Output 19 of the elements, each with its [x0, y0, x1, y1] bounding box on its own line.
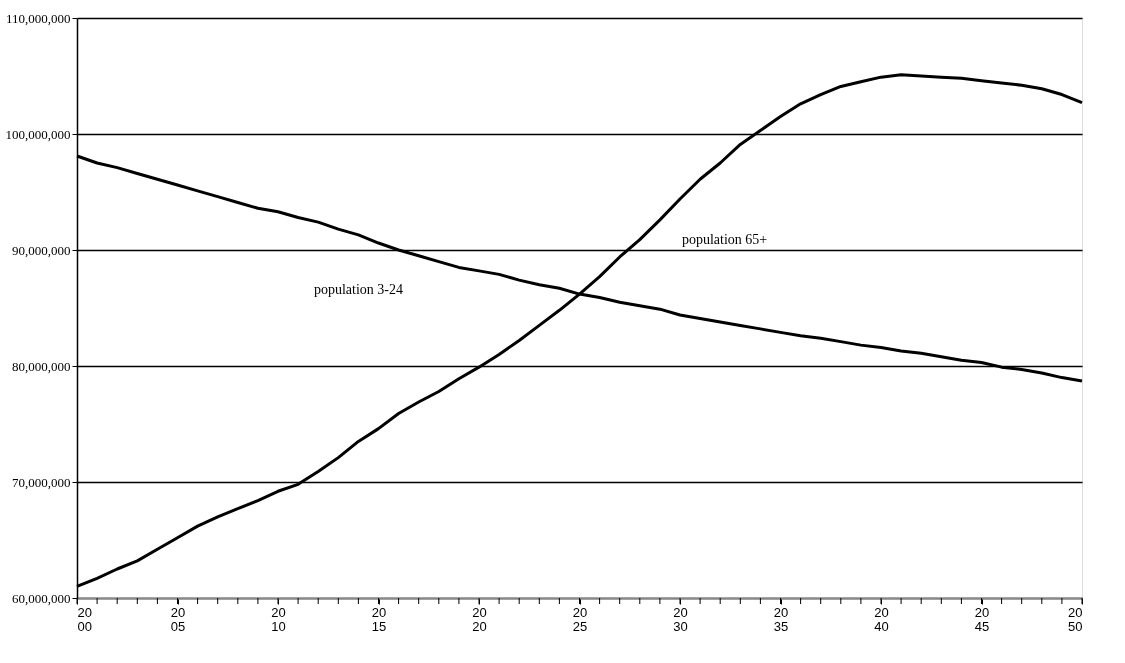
x-tick-label: 20 20 [472, 604, 487, 634]
x-tick-label: 20 15 [371, 604, 387, 634]
y-tick-label: 90,000,000 [12, 242, 71, 258]
x-tick-label: 20 40 [874, 604, 889, 634]
x-tick-label: 20 25 [572, 604, 588, 634]
y-tick-label: 110,000,000 [5, 10, 71, 26]
x-tick-label: 20 30 [673, 604, 688, 634]
y-tick-label: 60,000,000 [12, 590, 71, 606]
text: population 3-24 [313, 281, 403, 297]
y-tick-label: 70,000,000 [12, 474, 71, 490]
x-tick-label: 20 50 [1068, 604, 1083, 634]
x-tick-label: 20 35 [773, 604, 789, 634]
x-tick-label: 20 10 [271, 604, 286, 634]
y-tick-label: 80,000,000 [12, 358, 71, 374]
series-label: population 65+ [681, 231, 768, 247]
x-tick-label: 20 05 [170, 604, 186, 634]
x-tick-label: 20 45 [974, 604, 990, 634]
y-tick-label: 100,000,000 [5, 126, 71, 142]
x-tick-label: 20 00 [77, 604, 92, 634]
